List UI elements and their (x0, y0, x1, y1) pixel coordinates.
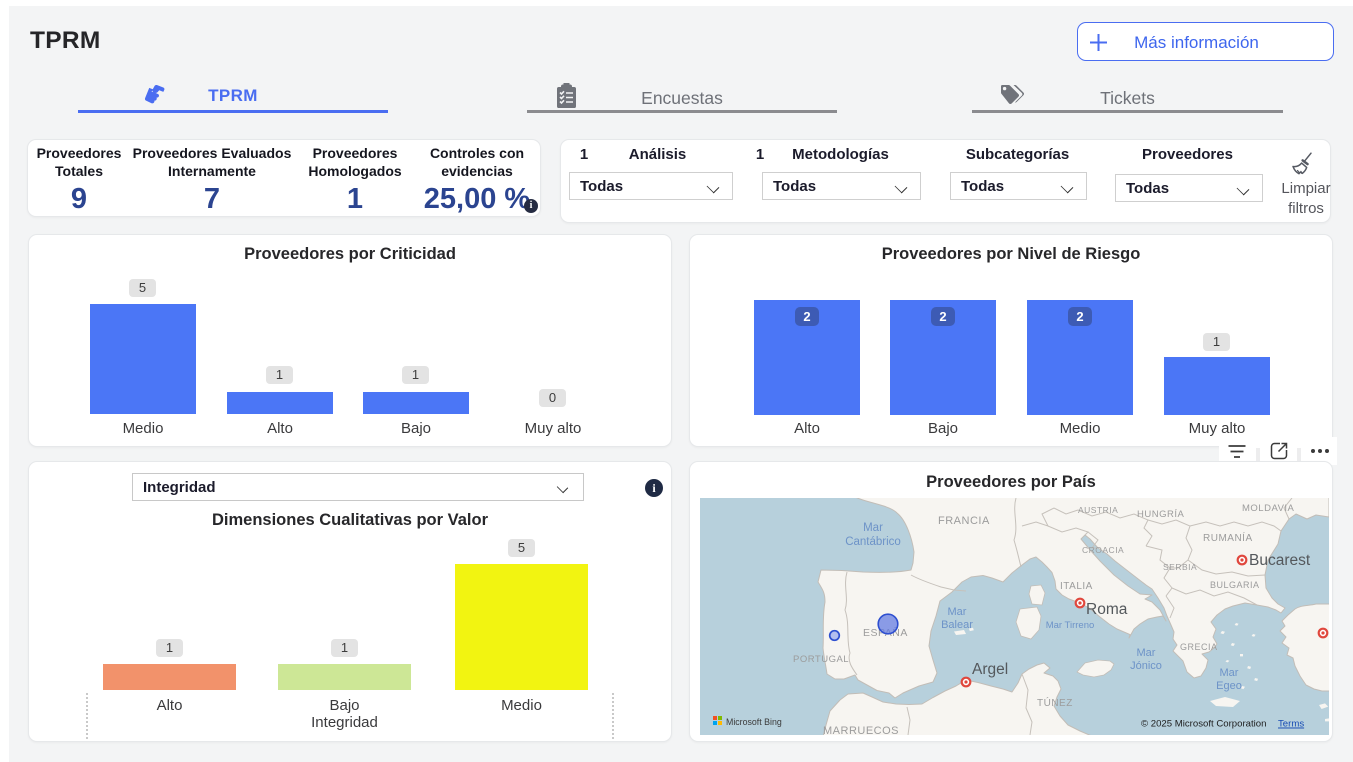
svg-text:Mar: Mar (1220, 667, 1239, 679)
svg-text:AUSTRIA: AUSTRIA (1078, 505, 1118, 515)
svg-text:Roma: Roma (1086, 601, 1128, 618)
svg-text:Mar: Mar (1137, 647, 1156, 659)
svg-text:Argel: Argel (972, 661, 1008, 678)
svg-text:Mar: Mar (948, 606, 967, 618)
svg-text:Egeo: Egeo (1216, 680, 1242, 692)
svg-text:© 2025 Microsoft Corporation: © 2025 Microsoft Corporation (1141, 719, 1266, 730)
svg-text:Mar Tirreno: Mar Tirreno (1046, 620, 1095, 631)
svg-text:SERBIA: SERBIA (1163, 562, 1197, 572)
svg-text:GRECIA: GRECIA (1180, 642, 1218, 652)
svg-text:ITALIA: ITALIA (1060, 581, 1093, 592)
svg-text:MOLDAVIA: MOLDAVIA (1242, 503, 1295, 514)
svg-text:Jónico: Jónico (1130, 660, 1162, 672)
svg-text:Balear: Balear (941, 619, 973, 631)
svg-text:Terms: Terms (1278, 719, 1304, 730)
svg-text:HUNGRÍA: HUNGRÍA (1137, 509, 1184, 520)
svg-text:MARRUECOS: MARRUECOS (823, 725, 899, 735)
svg-text:Cantábrico: Cantábrico (845, 536, 901, 548)
svg-text:Microsoft Bing: Microsoft Bing (726, 717, 782, 727)
svg-text:RUMANÍA: RUMANÍA (1203, 531, 1253, 544)
svg-text:BULGARIA: BULGARIA (1210, 580, 1260, 590)
svg-text:Mar: Mar (863, 522, 883, 534)
svg-text:TÚNEZ: TÚNEZ (1037, 696, 1073, 709)
svg-text:CROACIA: CROACIA (1082, 545, 1124, 555)
svg-text:PORTUGAL: PORTUGAL (793, 654, 849, 665)
svg-text:Bucarest: Bucarest (1249, 552, 1311, 569)
svg-text:FRANCIA: FRANCIA (938, 515, 990, 527)
